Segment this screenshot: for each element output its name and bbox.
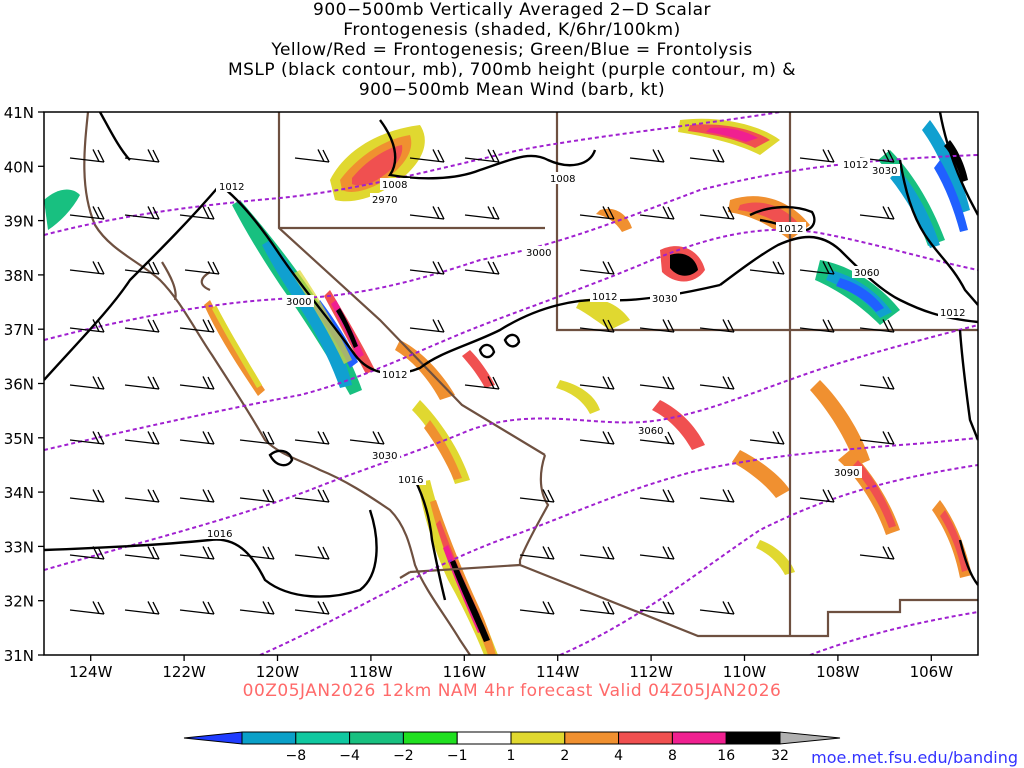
height-label: 3030 [372, 451, 397, 462]
mslp-contours [44, 112, 978, 601]
colorbar: −8 −4 −2 −1 1 2 4 8 16 32 [183, 731, 841, 764]
height-labels: 2970 3000 3000 3030 3030 3060 3030 3060 … [284, 164, 900, 479]
colorbar-label: 1 [507, 748, 516, 764]
lat-tick-label: 37N [4, 321, 34, 339]
colorbar-label: −1 [447, 748, 468, 764]
lat-tick-label: 33N [4, 538, 34, 556]
mslp-label: 1008 [550, 174, 575, 185]
lon-tick-label: 112W [629, 663, 673, 681]
title-line-1: 900−500mb Vertically Averaged 2−D Scalar [313, 0, 711, 20]
height-contours [44, 112, 978, 655]
lon-tick-label: 108W [816, 663, 860, 681]
lat-tick-label: 39N [4, 213, 34, 231]
colorbar-label: 2 [560, 748, 569, 764]
height-label: 3060 [638, 426, 663, 437]
lon-tick-label: 114W [536, 663, 580, 681]
colorbar-segment [456, 731, 512, 745]
lon-tick-label: 120W [256, 663, 300, 681]
colorbar-label: −4 [339, 748, 360, 764]
lat-tick-label: 31N [4, 647, 34, 665]
height-label: 3090 [834, 468, 859, 479]
mslp-label: 1016 [207, 529, 232, 540]
lat-tick-label: 36N [4, 376, 34, 394]
map-background [44, 112, 978, 655]
longitude-axis: 124W 122W 120W 118W 116W 114W 112W 110W 108W 106W [69, 655, 953, 681]
forecast-label: 00Z05JAN2026 12km NAM 4hr forecast Valid… [242, 681, 782, 701]
colorbar-segment [564, 731, 620, 745]
lat-tick-label: 41N [4, 104, 34, 122]
colorbar-segment [295, 731, 351, 745]
colorbar-high-arrow [779, 731, 841, 745]
mslp-label: 1012 [843, 160, 868, 171]
colorbar-segment [402, 731, 458, 745]
title-line-5: 900−500mb Mean Wind (barb, kt) [358, 80, 666, 100]
title-line-3: Yellow/Red = Frontogenesis; Green/Blue =… [271, 40, 753, 60]
map-title: 900−500mb Vertically Averaged 2−D Scalar… [0, 0, 1024, 100]
lon-tick-label: 124W [69, 663, 113, 681]
lat-tick-label: 34N [4, 484, 34, 502]
colorbar-low-arrow [183, 731, 243, 745]
mslp-label: 1016 [398, 475, 423, 486]
colorbar-label: −8 [285, 748, 306, 764]
colorbar-segment [349, 731, 404, 745]
colorbar-label: −2 [393, 748, 414, 764]
lat-tick-label: 40N [4, 158, 34, 176]
mslp-label: 1012 [382, 370, 407, 381]
colorbar-label: 16 [717, 748, 735, 764]
mslp-labels: 1012 1008 1008 1012 1012 1012 1012 1016 … [205, 158, 968, 540]
height-label: 3030 [652, 294, 677, 305]
height-label: 3030 [872, 166, 897, 177]
mslp-label: 1012 [778, 224, 803, 235]
lat-tick-label: 35N [4, 430, 34, 448]
mslp-label: 1008 [382, 180, 407, 191]
coastline [83, 112, 471, 655]
lat-tick-label: 32N [4, 593, 34, 611]
lon-tick-label: 116W [443, 663, 487, 681]
latitude-axis: 41N 40N 39N 38N 37N 36N 35N 34N 33N 32N 31N [4, 104, 44, 665]
lon-tick-label: 122W [162, 663, 206, 681]
lon-tick-label: 110W [723, 663, 767, 681]
lon-tick-label: 118W [349, 663, 393, 681]
colorbar-segment [241, 731, 297, 745]
height-label: 3060 [854, 268, 879, 279]
mslp-label: 1012 [940, 308, 965, 319]
height-label: 3000 [526, 248, 551, 259]
height-label: 3000 [286, 297, 311, 308]
lat-tick-label: 38N [4, 267, 34, 285]
credit-link[interactable]: moe.met.fsu.edu/banding [811, 748, 1018, 767]
colorbar-label: 32 [771, 748, 789, 764]
title-line-2: Frontogenesis (shaded, K/6hr/100km) [343, 20, 681, 40]
mslp-label: 1012 [592, 292, 617, 303]
colorbar-label: 8 [668, 748, 677, 764]
lon-tick-label: 106W [910, 663, 954, 681]
colorbar-label: 4 [614, 748, 623, 764]
title-line-4: MSLP (black contour, mb), 700mb height (… [227, 60, 797, 80]
colorbar-segment [671, 731, 727, 745]
colorbar-segment [510, 731, 566, 745]
colorbar-segment [725, 731, 781, 745]
colorbar-segment [618, 731, 673, 745]
mslp-label: 1012 [219, 182, 244, 193]
height-label: 2970 [372, 195, 397, 206]
